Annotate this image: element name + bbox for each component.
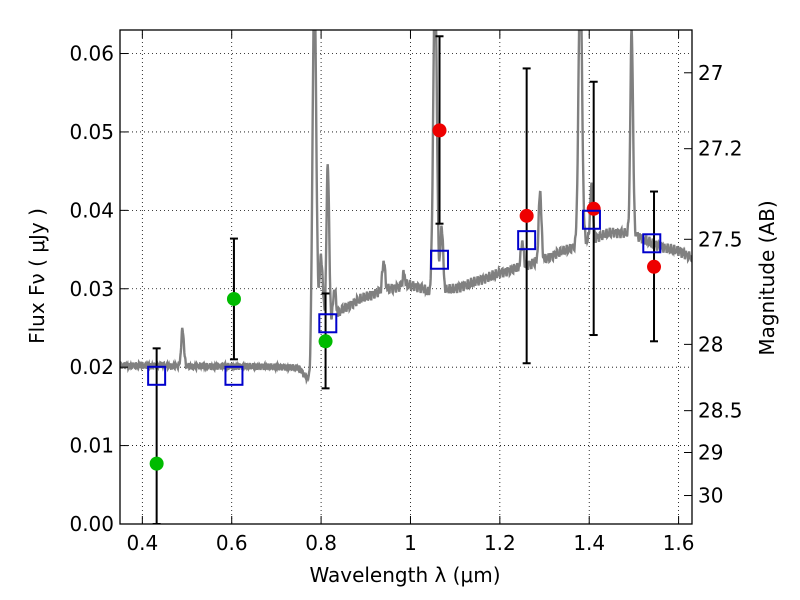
x-axis-label: Wavelength λ (μm) (309, 563, 500, 587)
model-point (430, 249, 450, 270)
data-point-green (149, 456, 164, 471)
data-point-green (226, 291, 241, 306)
model-point (581, 209, 601, 230)
x-tick-label: 1.6 (663, 531, 695, 555)
model-point (318, 313, 338, 334)
plot-frame (119, 29, 693, 525)
spectrum-layer (120, 30, 692, 385)
model-point (147, 365, 167, 386)
mag-tick-label: 28.5 (698, 399, 743, 423)
x-tick-label: 1.2 (484, 531, 516, 555)
model-point (224, 365, 244, 386)
y2-axis-label: Magnitude (AB) (755, 200, 779, 355)
axes: 0.4 0.6 0.8 1 1.2 1.4 1.6 0.00 0.01 0.02 0.03 0.04 0… (69, 29, 743, 555)
data-point-red (647, 259, 662, 274)
y-tick-label: 0.01 (69, 434, 114, 458)
data-point-green (318, 334, 333, 349)
data-point-red (586, 201, 601, 216)
y-tick-label: 0.06 (69, 42, 114, 66)
y-tick-label: 0.04 (69, 198, 114, 222)
x-tick-label: 0.8 (305, 531, 337, 555)
mag-tick-label: 27.5 (698, 227, 743, 251)
x-tick-label: 0.4 (126, 531, 158, 555)
mag-tick-label: 27 (698, 61, 723, 85)
x-tick-label: 0.6 (216, 531, 248, 555)
model-point (642, 233, 662, 254)
y-tick-label: 0.05 (69, 120, 114, 144)
data-point-red (432, 123, 447, 138)
y-tick-label: 0.03 (69, 277, 114, 301)
x-tick-label: 1.4 (573, 531, 605, 555)
y-tick-label: 0.02 (69, 355, 114, 379)
mag-tick-label: 28 (698, 332, 723, 356)
spectrum-line (120, 30, 692, 385)
marker-layer (147, 123, 662, 471)
mag-tick-label: 29 (698, 440, 723, 464)
y-axis-label: Flux Fν ( μJy ) (25, 208, 49, 344)
model-point (517, 230, 537, 251)
mag-tick-label: 30 (698, 484, 723, 508)
data-point-red (519, 208, 534, 223)
y-tick-label: 0.00 (69, 512, 114, 536)
x-tick-label: 1 (404, 531, 417, 555)
mag-tick-label: 27.2 (698, 137, 743, 161)
